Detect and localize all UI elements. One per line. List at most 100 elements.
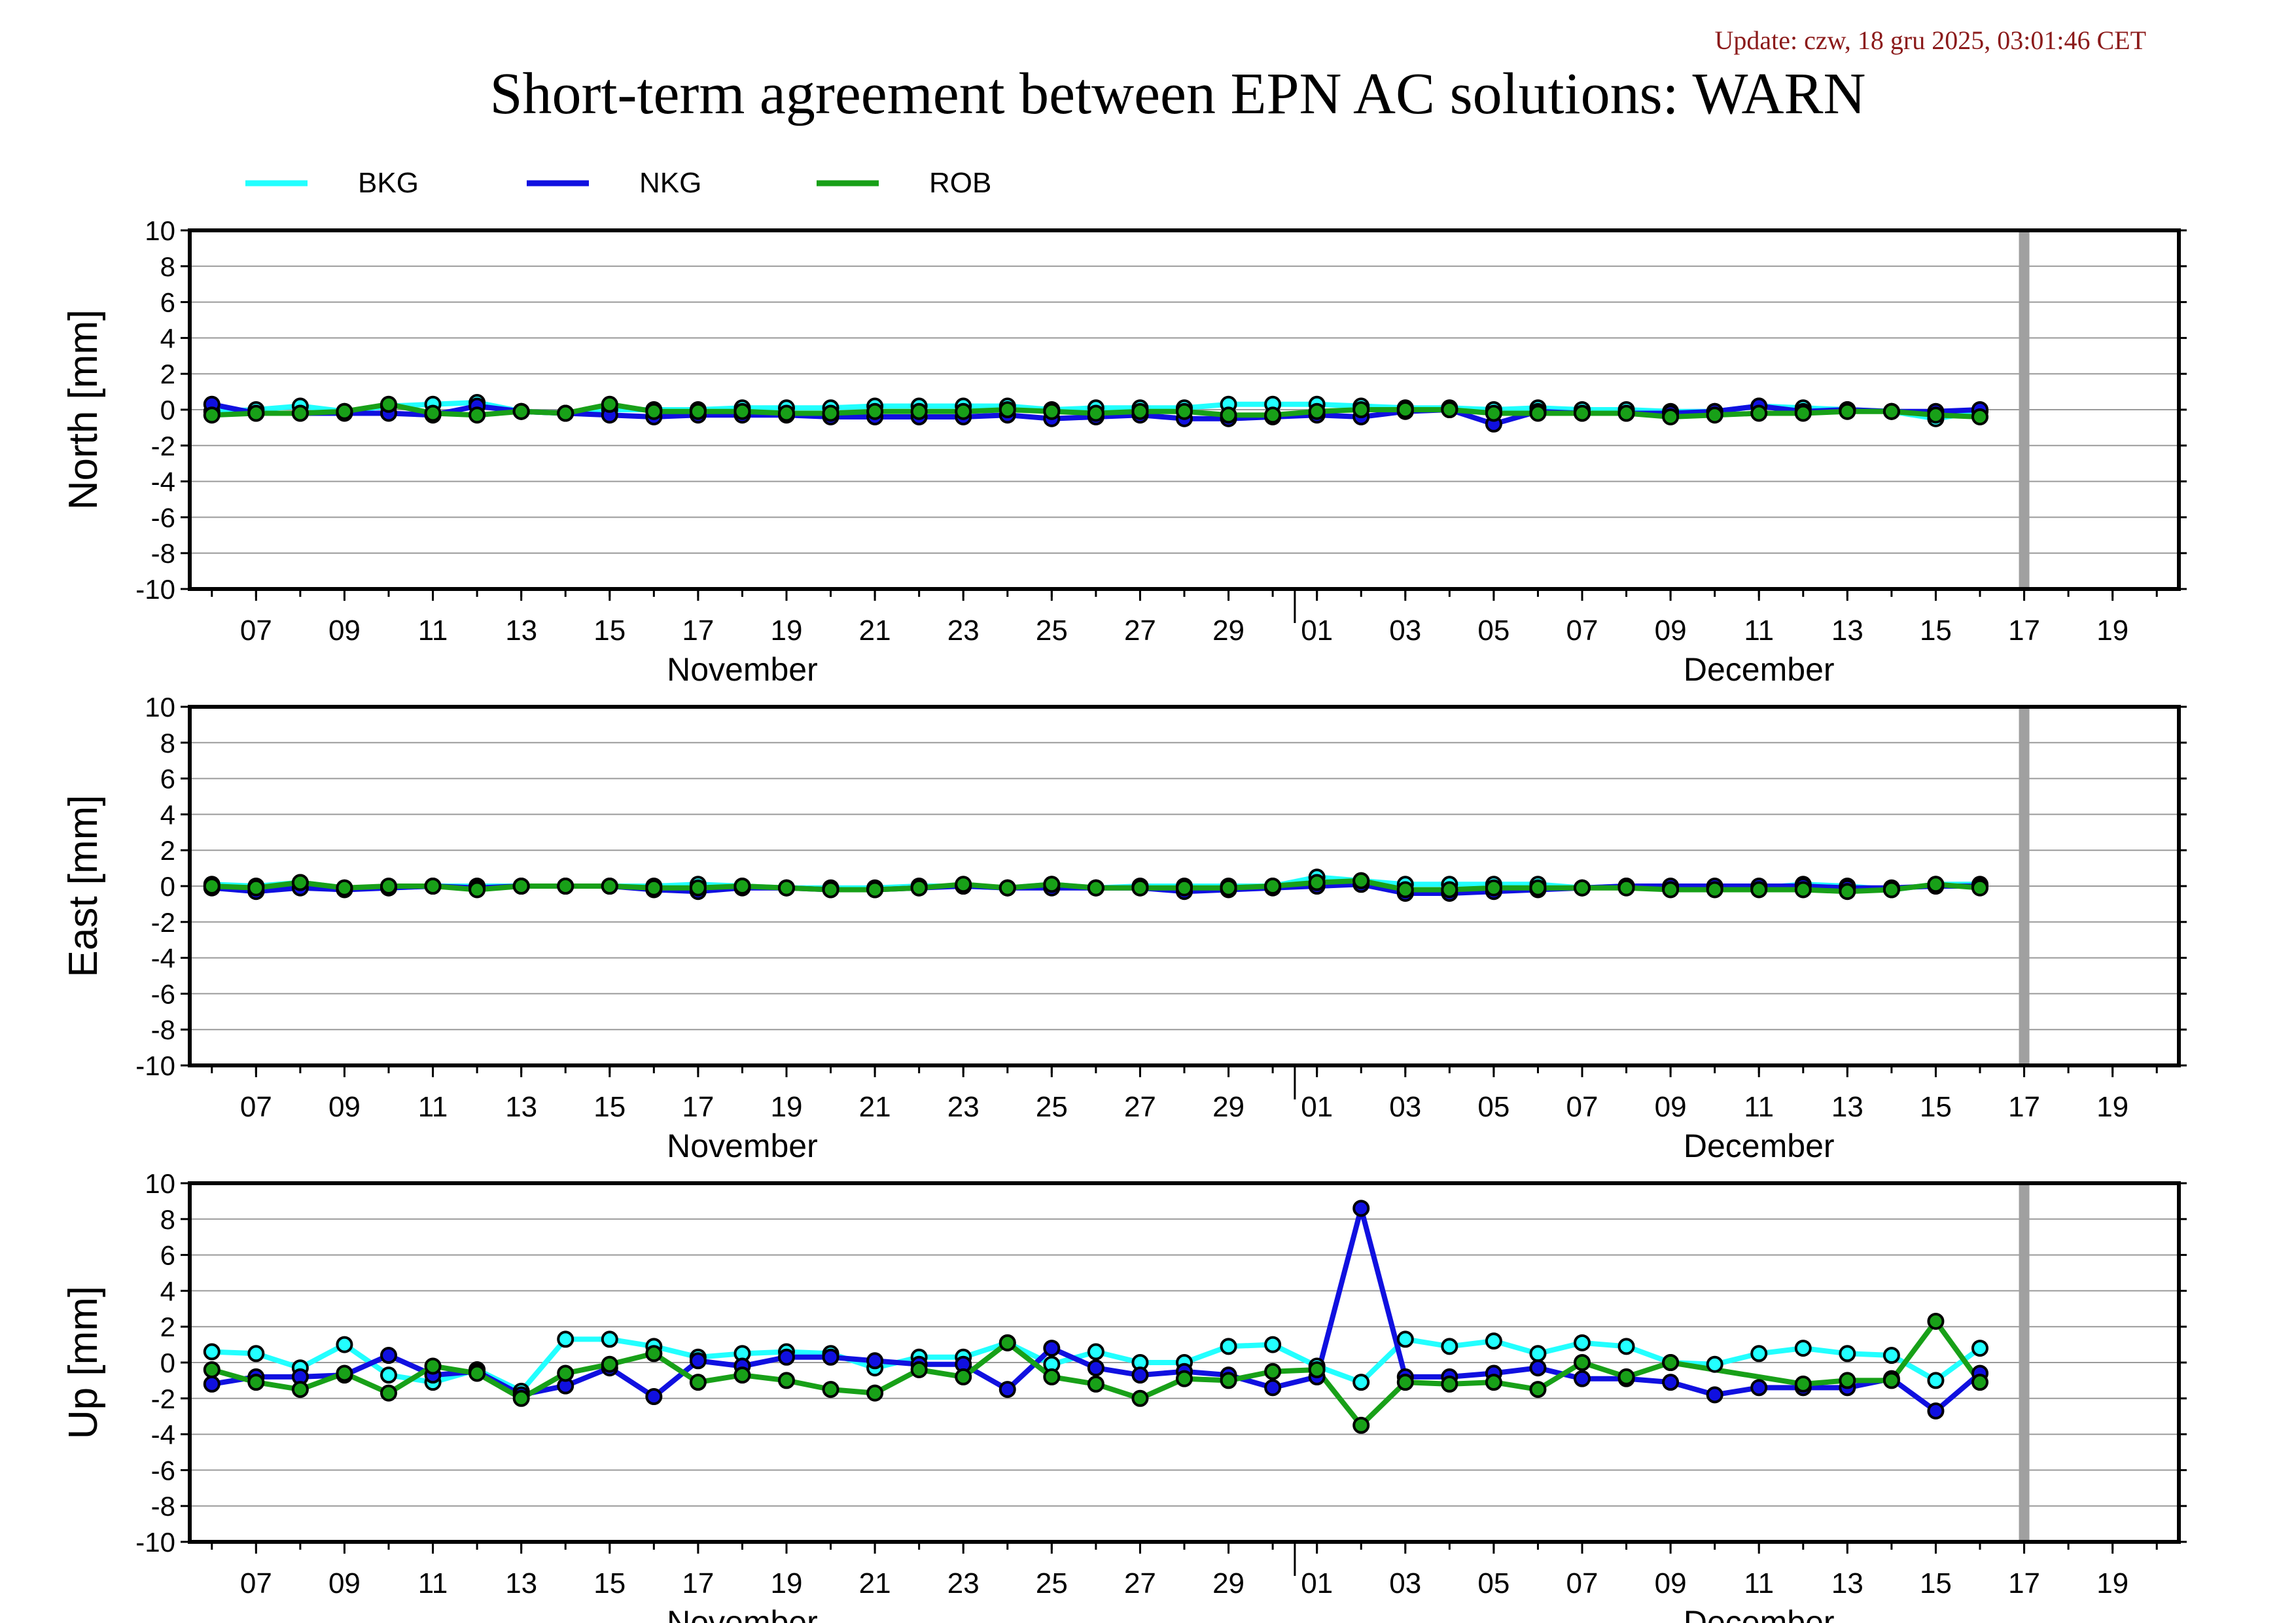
y-tick-label: -8 [151,1491,175,1522]
data-point-rob [247,404,265,422]
x-tick-label: 11 [418,1091,448,1123]
data-point-rob [1750,881,1768,899]
data-point-rob [512,402,530,420]
x-tick-label: 25 [1036,1091,1068,1123]
x-tick-label: 23 [947,615,980,647]
data-point-rob [1131,879,1149,897]
y-tick-label: -10 [135,1527,175,1558]
data-point-nkg [1087,1359,1104,1377]
x-tick-label: 23 [947,1091,980,1123]
data-point-rob [1706,881,1723,899]
data-point-rob [1441,401,1458,418]
data-point-rob [998,879,1016,897]
x-tick-label: 15 [593,615,626,647]
legend: BKG NKG ROB [245,167,991,199]
panel-north: 10 8 6 4 2 0 -2 -4 -6 -8 -10 North [mm] 07 09 11 13 15 17… [61,215,2187,688]
data-point-rob [778,404,795,422]
panel-up: 10 8 6 4 2 0 -2 -4 -6 -8 -10 Up [mm] 07 09 11 13 15 17 19 2… [61,1168,2187,1623]
data-point-rob [424,404,442,422]
data-point-rob [1264,878,1282,895]
x-tick-label: 17 [2008,1567,2040,1599]
data-point-rob [1529,404,1547,422]
data-point-rob [1839,883,1856,901]
y-tick-label: -10 [135,574,175,605]
x-tick-label: 01 [1301,1091,1333,1123]
x-tick-label: 17 [682,1091,714,1123]
data-point-rob [1882,402,1900,420]
data-point-rob [1574,1354,1591,1371]
y-tick-label: 10 [145,215,175,246]
data-point-rob [1750,404,1768,422]
y-tick-label: -2 [151,1383,175,1414]
legend-label-rob: ROB [929,167,991,199]
data-point-rob [1662,1354,1680,1371]
data-point-bkg [1839,1345,1856,1363]
data-point-rob [1971,1374,1988,1391]
data-point-rob [778,879,795,897]
x-tick-label: 17 [2008,615,2040,647]
data-point-rob [1176,879,1193,897]
data-point-bkg [1441,1338,1458,1355]
data-point-rob [601,395,618,413]
x-tick-label: 19 [2096,1567,2128,1599]
data-point-rob [291,404,309,422]
data-point-rob [1220,879,1237,897]
x-tick-label: 07 [240,1567,272,1599]
data-point-rob [468,881,486,899]
x-tick-label: 07 [1566,1091,1598,1123]
data-point-rob [1574,879,1591,897]
data-point-rob [733,878,751,895]
data-point-rob [1662,881,1680,899]
y-tick-label: -8 [151,538,175,569]
data-point-rob [203,406,221,424]
y-tick-label: -6 [151,502,175,533]
x-tick-label: 15 [593,1091,626,1123]
data-point-rob [1794,881,1812,899]
data-point-bkg [1794,1340,1812,1357]
data-point-rob [1794,404,1812,422]
data-point-rob [1043,402,1061,420]
x-tick-label: 27 [1124,615,1156,647]
y-tick-label: 0 [160,871,175,902]
data-point-rob [1662,408,1680,425]
data-point-rob [910,879,928,897]
data-point-rob [866,881,884,899]
x-tick-label: 13 [1831,1091,1863,1123]
x-tick-label: 11 [418,1567,448,1599]
data-point-rob [1794,1375,1812,1393]
data-point-rob [380,1384,397,1402]
data-point-bkg [1574,1334,1591,1351]
data-point-rob [733,402,751,420]
data-point-nkg [1529,1359,1547,1377]
data-point-rob [733,1366,751,1384]
x-tick-label: 21 [859,615,891,647]
data-point-rob [1043,1368,1061,1385]
data-point-bkg [1352,1374,1370,1391]
data-point-rob [1087,1375,1104,1393]
y-axis-label: East [mm] [61,794,106,977]
data-point-rob [1264,406,1282,424]
data-point-rob [1352,872,1370,889]
data-point-rob [645,1345,663,1363]
data-point-bkg [203,1343,221,1361]
data-point-rob [336,1364,353,1382]
data-point-rob [1396,1374,1414,1391]
x-tick-label: 09 [1655,615,1687,647]
data-point-bkg [1617,1338,1635,1355]
x-tick-label: 15 [1920,1091,1952,1123]
x-tick-label: 19 [771,1091,803,1123]
data-point-rob [1485,879,1502,897]
x-tick-label: 21 [859,1567,891,1599]
x-tick-label: 13 [1831,615,1863,647]
data-point-rob [1131,1389,1149,1407]
data-point-rob [1352,401,1370,418]
data-point-rob [955,876,972,893]
data-point-rob [1706,406,1723,424]
data-point-bkg [1264,1336,1282,1353]
data-point-rob [1927,406,1945,424]
data-point-rob [247,1374,265,1391]
x-tick-label: 01 [1301,615,1333,647]
data-point-rob [1617,1368,1635,1385]
x-tick-label: 17 [682,615,714,647]
data-point-rob [910,1361,928,1378]
